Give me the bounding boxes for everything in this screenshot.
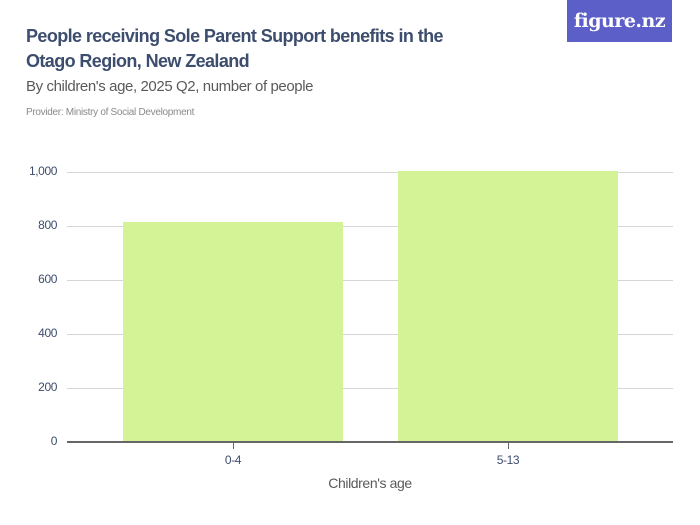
chart-subtitle: By children's age, 2025 Q2, number of pe… xyxy=(26,78,314,95)
bar-0-4[interactable] xyxy=(123,221,343,442)
gridline-400 xyxy=(67,334,673,335)
x-tick-mark xyxy=(508,443,509,449)
figure-nz-logo[interactable]: figure.nz xyxy=(567,0,672,42)
provider-note: Provider: Ministry of Social Development xyxy=(26,107,195,118)
y-tick-label: 0 xyxy=(50,434,58,448)
x-axis-title: Children's age xyxy=(328,475,412,491)
bar-5-13[interactable] xyxy=(398,170,618,442)
x-tick-label: 5-13 xyxy=(496,453,520,467)
x-tick-label: 0-4 xyxy=(224,453,242,467)
y-tick-label: 400 xyxy=(38,326,57,340)
gridline-600 xyxy=(67,280,673,281)
x-axis-line xyxy=(67,441,673,443)
y-tick-label: 800 xyxy=(38,218,57,232)
x-tick-mark xyxy=(233,443,234,449)
gridline-200 xyxy=(67,388,673,389)
gridline-800 xyxy=(67,226,673,227)
gridline-1000 xyxy=(67,172,673,173)
y-tick-label: 600 xyxy=(38,272,57,286)
chart-title: People receiving Sole Parent Support ben… xyxy=(26,26,444,71)
y-tick-label: 1,000 xyxy=(28,164,57,178)
y-tick-label: 200 xyxy=(38,380,57,394)
